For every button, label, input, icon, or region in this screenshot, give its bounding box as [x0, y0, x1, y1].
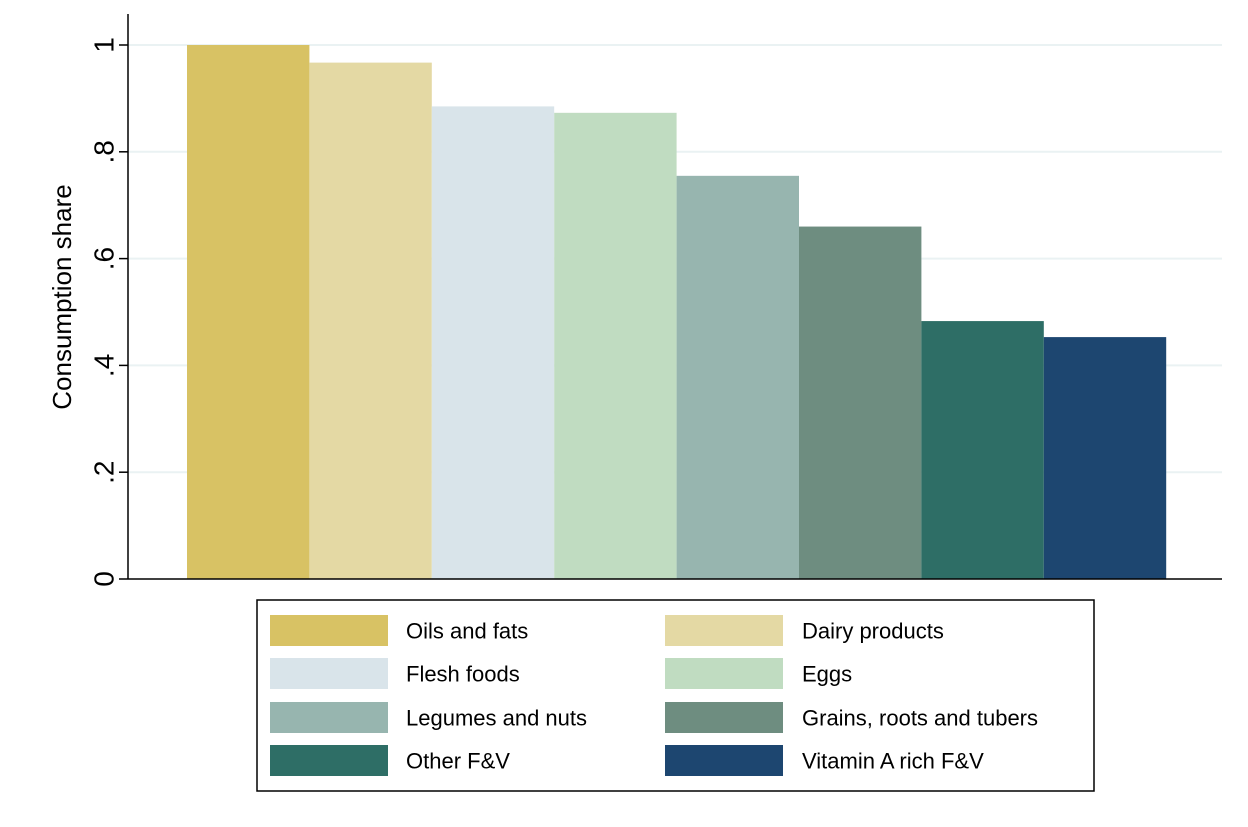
legend: Oils and fats Dairy products Flesh foods Eg… — [256, 599, 1095, 792]
legend-swatch — [270, 658, 388, 689]
y-tick-label: 1 — [88, 37, 119, 53]
bars — [187, 45, 1167, 580]
bar-grains-roots-and-tubers — [799, 226, 922, 579]
legend-swatch — [665, 702, 783, 733]
legend-item: Flesh foods — [270, 658, 520, 689]
y-axis-title: Consumption share — [47, 184, 77, 409]
y-tick-label: .4 — [88, 354, 119, 377]
legend-label: Other F&V — [406, 749, 510, 774]
bar-legumes-and-nuts — [676, 175, 799, 579]
y-tick-label: .8 — [88, 140, 119, 163]
legend-item: Legumes and nuts — [270, 702, 587, 733]
y-ticks: 0 .2 .4 .6 .8 1 — [88, 37, 128, 587]
legend-swatch — [665, 745, 783, 776]
legend-item: Vitamin A rich F&V — [665, 745, 984, 776]
legend-swatch — [665, 615, 783, 646]
y-tick-label: 0 — [88, 571, 119, 587]
y-tick-label: .2 — [88, 461, 119, 484]
legend-label: Eggs — [802, 662, 852, 687]
legend-label: Flesh foods — [406, 662, 520, 687]
legend-swatch — [270, 745, 388, 776]
legend-label: Legumes and nuts — [406, 706, 587, 731]
legend-label: Vitamin A rich F&V — [802, 749, 984, 774]
bar-flesh-foods — [431, 106, 555, 579]
legend-swatch — [270, 615, 388, 646]
legend-swatch — [270, 702, 388, 733]
bar-dairy-products — [309, 62, 432, 579]
legend-label: Oils and fats — [406, 619, 528, 644]
legend-item: Dairy products — [665, 615, 944, 646]
bar-eggs — [554, 112, 677, 580]
legend-swatch — [665, 658, 783, 689]
bar-vitamin-a-rich-f-v — [1043, 337, 1167, 579]
axes — [127, 14, 1222, 580]
legend-item: Other F&V — [270, 745, 510, 776]
legend-label: Dairy products — [802, 619, 944, 644]
legend-item: Oils and fats — [270, 615, 528, 646]
bar-other-f-v — [921, 321, 1044, 579]
bar-oils-and-fats — [187, 45, 310, 579]
y-tick-label: .6 — [88, 247, 119, 270]
legend-item: Grains, roots and tubers — [665, 702, 1038, 733]
legend-label: Grains, roots and tubers — [802, 706, 1038, 731]
legend-item: Eggs — [665, 658, 852, 689]
